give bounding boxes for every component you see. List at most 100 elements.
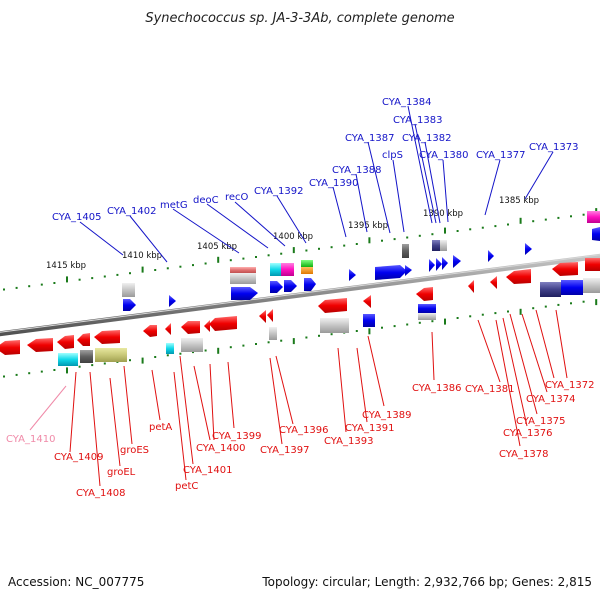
gene-feature[interactable] <box>269 327 277 340</box>
tick-dot <box>570 302 572 305</box>
gene-feature[interactable] <box>453 255 461 268</box>
gene-label[interactable]: CYA_1381 <box>465 384 514 395</box>
gene-feature[interactable] <box>363 295 371 308</box>
gene-feature[interactable] <box>301 267 313 274</box>
gene-label[interactable]: CYA_1377 <box>476 150 525 161</box>
gene-feature[interactable] <box>181 338 203 352</box>
gene-label[interactable]: CYA_1376 <box>503 428 552 439</box>
gene-label[interactable]: CYA_1408 <box>76 488 125 499</box>
gene-feature[interactable] <box>58 353 78 366</box>
gene-feature[interactable] <box>284 280 297 292</box>
gene-feature[interactable] <box>259 310 266 323</box>
gene-feature[interactable] <box>270 281 283 293</box>
gene-label[interactable]: groES <box>120 445 149 456</box>
gene-feature[interactable] <box>442 257 448 270</box>
gene-feature[interactable] <box>301 260 313 267</box>
gene-feature[interactable] <box>418 304 436 313</box>
gene-feature[interactable] <box>583 278 600 293</box>
gene-feature[interactable] <box>169 295 176 307</box>
gene-feature[interactable] <box>587 211 600 223</box>
gene-label[interactable]: CYA_1391 <box>345 423 394 434</box>
gene-feature[interactable] <box>468 280 474 293</box>
gene-label[interactable]: CYA_1373 <box>529 142 578 153</box>
gene-feature[interactable] <box>267 309 273 322</box>
gene-feature[interactable] <box>416 287 433 301</box>
gene-feature[interactable] <box>230 267 256 273</box>
gene-feature[interactable] <box>440 240 447 251</box>
gene-label[interactable]: CYA_1389 <box>362 410 411 421</box>
gene-label[interactable]: CYA_1399 <box>212 431 261 442</box>
gene-label[interactable]: CYA_1397 <box>260 445 309 456</box>
gene-label[interactable]: CYA_1402 <box>107 206 156 217</box>
gene-feature[interactable] <box>281 263 294 276</box>
gene-label[interactable]: metG <box>160 200 188 211</box>
gene-feature[interactable] <box>506 269 531 284</box>
gene-feature[interactable] <box>181 321 200 334</box>
gene-label[interactable]: CYA_1405 <box>52 212 101 223</box>
gene-feature[interactable] <box>123 299 136 311</box>
gene-label[interactable]: CYA_1383 <box>393 115 442 126</box>
gene-label[interactable]: CYA_1387 <box>345 133 394 144</box>
gene-feature[interactable] <box>320 318 349 333</box>
gene-feature[interactable] <box>432 240 440 251</box>
gene-feature[interactable] <box>80 350 93 363</box>
gene-label[interactable]: recO <box>225 192 249 203</box>
gene-feature[interactable] <box>231 287 258 300</box>
gene-feature[interactable] <box>143 325 157 337</box>
gene-label[interactable]: CYA_1386 <box>412 383 461 394</box>
gene-feature[interactable] <box>270 263 281 276</box>
tick-dot <box>204 262 207 265</box>
gene-feature[interactable] <box>165 323 171 335</box>
gene-feature[interactable] <box>57 335 74 349</box>
gene-feature[interactable] <box>552 262 578 276</box>
gene-label[interactable]: CYA_1388 <box>332 165 381 176</box>
gene-label[interactable]: CYA_1396 <box>279 425 328 436</box>
gene-feature[interactable] <box>490 276 497 289</box>
gene-label[interactable]: CYA_1400 <box>196 443 245 454</box>
gene-feature[interactable] <box>525 243 532 255</box>
gene-label[interactable]: CYA_1372 <box>545 380 594 391</box>
gene-label[interactable]: CYA_1401 <box>183 465 232 476</box>
gene-feature[interactable] <box>418 313 436 320</box>
gene-label[interactable]: CYA_1393 <box>324 436 373 447</box>
gene-feature[interactable] <box>402 244 409 258</box>
gene-feature[interactable] <box>230 273 256 284</box>
gene-feature[interactable] <box>166 343 174 354</box>
gene-feature[interactable] <box>27 338 53 352</box>
gene-label[interactable]: CYA_1390 <box>309 178 358 189</box>
gene-label[interactable]: CYA_1384 <box>382 97 431 108</box>
gene-feature[interactable] <box>95 348 127 362</box>
gene-label[interactable]: CYA_1410 <box>6 434 55 445</box>
gene-feature[interactable] <box>540 282 561 297</box>
gene-label[interactable]: CYA_1409 <box>54 452 103 463</box>
gene-feature[interactable] <box>436 258 442 271</box>
gene-feature[interactable] <box>304 278 316 291</box>
gene-feature[interactable] <box>429 259 435 272</box>
gene-feature[interactable] <box>0 340 20 355</box>
gene-label[interactable]: deoC <box>193 195 219 206</box>
gene-feature[interactable] <box>405 265 412 276</box>
gene-feature[interactable] <box>204 320 210 332</box>
gene-feature[interactable] <box>122 283 135 297</box>
gene-label[interactable]: CYA_1392 <box>254 186 303 197</box>
gene-label[interactable]: CYA_1382 <box>402 133 451 144</box>
gene-label[interactable]: groEL <box>107 467 136 478</box>
gene-feature[interactable] <box>318 298 347 313</box>
gene-label[interactable]: clpS <box>382 150 403 161</box>
gene-feature[interactable] <box>375 265 407 280</box>
gene-feature[interactable] <box>349 269 356 281</box>
gene-label[interactable]: petC <box>175 481 198 492</box>
gene-feature[interactable] <box>488 250 494 262</box>
gene-label[interactable]: CYA_1375 <box>516 416 565 427</box>
gene-label[interactable]: CYA_1374 <box>526 394 575 405</box>
gene-feature[interactable] <box>363 314 375 327</box>
gene-label[interactable]: CYA_1378 <box>499 449 548 460</box>
gene-feature[interactable] <box>561 280 583 295</box>
gene-feature[interactable] <box>77 333 90 346</box>
gene-feature[interactable] <box>94 330 120 344</box>
gene-feature[interactable] <box>592 227 600 241</box>
gene-label[interactable]: petA <box>149 422 172 433</box>
gene-label[interactable]: CYA_1380 <box>419 150 468 161</box>
gene-feature[interactable] <box>585 258 600 271</box>
gene-feature[interactable] <box>209 316 237 331</box>
